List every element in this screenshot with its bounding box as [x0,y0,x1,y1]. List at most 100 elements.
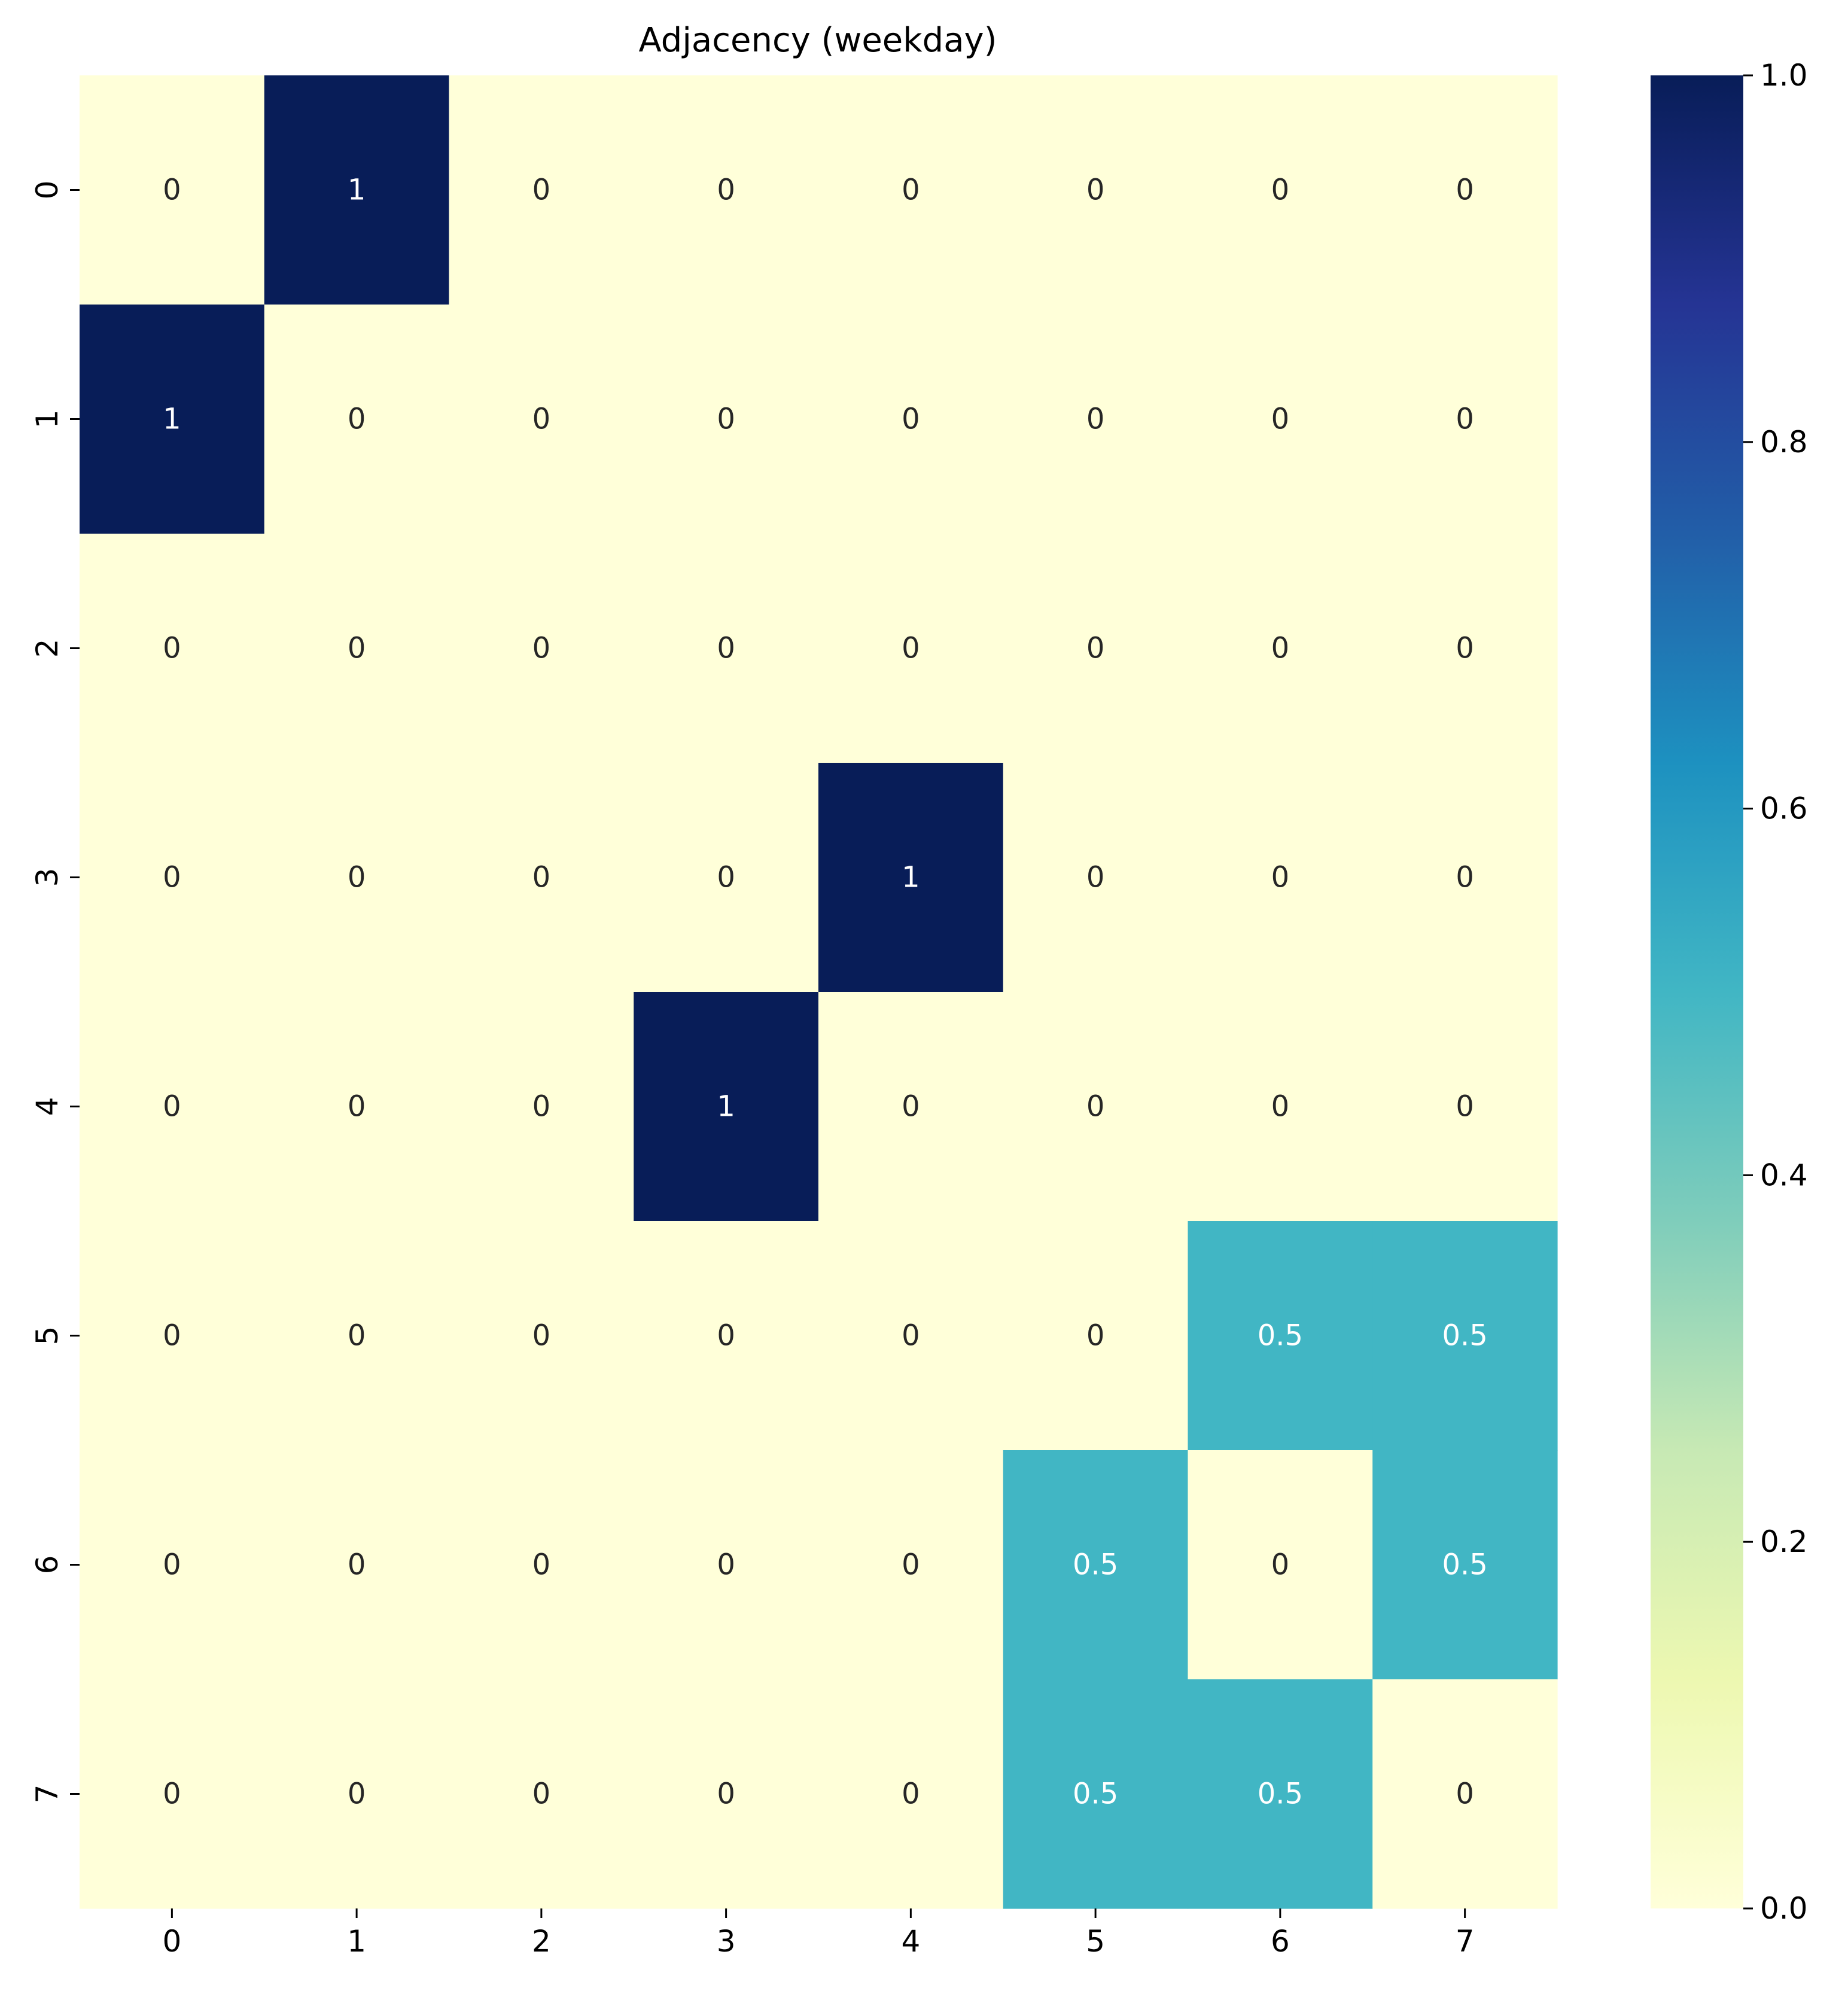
y-tick-label: 6 [30,1555,65,1575]
cell-value-label: 0 [532,173,551,207]
heatmap-cell [634,1450,819,1680]
heatmap-cell [818,763,1004,993]
cell-value-label: 0 [902,632,920,665]
y-tick-label: 7 [30,1785,65,1804]
cell-value-label: 0 [1456,632,1474,665]
x-tick-label: 7 [1456,1924,1475,1959]
cell-value-label: 1 [717,1090,735,1124]
cell-value-label: 0.5 [1073,1548,1118,1582]
heatmap-cell [818,305,1004,534]
heatmap-cell [449,1450,634,1680]
colorbar-tick-label: 0.2 [1760,1524,1808,1559]
cell-value-label: 0 [348,1777,366,1811]
x-tick-label: 1 [347,1924,366,1959]
cell-value-label: 0 [532,632,551,665]
cell-value-label: 0 [1086,1090,1105,1124]
x-tick-label: 5 [1086,1924,1105,1959]
y-tick-label: 4 [30,1097,65,1116]
heatmap-cell [1372,534,1558,763]
heatmap-cell [818,992,1004,1222]
x-tick-label: 0 [162,1924,181,1959]
heatmap-cell [449,1679,634,1909]
cell-value-label: 0 [902,1090,920,1124]
heatmap-cell [818,1679,1004,1909]
cell-value-label: 0 [1086,173,1105,207]
cell-value-label: 1 [163,403,181,436]
cell-value-label: 0 [163,1777,181,1811]
colorbar-tick-label: 1.0 [1760,58,1808,93]
cell-value-label: 0 [1086,403,1105,436]
cell-value-label: 0 [163,861,181,894]
heatmap-cell [264,1221,450,1451]
cell-value-label: 0 [1456,173,1474,207]
heatmap-cell [634,1679,819,1909]
heatmap-cell [449,1221,634,1451]
heatmap-cell [264,1679,450,1909]
x-tick-label: 2 [532,1924,551,1959]
cell-value-label: 0 [1271,173,1290,207]
colorbar-tick-label: 0.4 [1760,1158,1808,1192]
heatmap-cell [634,992,819,1222]
heatmap-cell [449,75,634,305]
cell-value-label: 0 [348,632,366,665]
cell-value-label: 0 [902,1777,920,1811]
cell-value-label: 0 [532,861,551,894]
colorbar-tick-label: 0.0 [1760,1891,1808,1926]
cell-value-label: 0 [163,632,181,665]
heatmap-cell [80,992,265,1222]
heatmap-cell [634,75,819,305]
cell-value-label: 0 [1271,1090,1290,1124]
cell-value-label: 1 [902,861,920,894]
heatmap-cell [1003,1450,1189,1680]
heatmap-cell [1188,992,1373,1222]
heatmap-cell [449,763,634,993]
cell-value-label: 0.5 [1258,1777,1303,1811]
y-tick-label: 3 [30,868,65,887]
cell-value-label: 0 [902,173,920,207]
heatmap-cell [264,75,450,305]
heatmap-cell [634,1221,819,1451]
heatmap-cell [1372,1450,1558,1680]
colorbar: 0.0 0.2 0.4 0.6 0.8 1.0 [1651,58,1808,1926]
cell-value-label: 0 [1456,403,1474,436]
cell-value-label: 0 [717,173,735,207]
cell-value-label: 0 [1086,861,1105,894]
heatmap-cell [1188,763,1373,993]
cell-value-label: 0 [1456,861,1474,894]
colorbar-gradient [1651,75,1743,1908]
heatmap-cell [818,1450,1004,1680]
colorbar-tick-label: 0.6 [1760,792,1808,826]
heatmap-cell [1372,1221,1558,1451]
heatmap-cell [264,992,450,1222]
heatmap-cell [80,1221,265,1451]
heatmap-cell [1188,305,1373,534]
heatmap-cell [264,763,450,993]
heatmap-cell [80,305,265,534]
heatmap-cell [1003,992,1189,1222]
cell-value-label: 0 [1271,861,1290,894]
heatmap-cell [80,1450,265,1680]
y-tick-label: 1 [30,410,65,429]
heatmap-cell [1003,75,1189,305]
x-tick-label: 4 [901,1924,920,1959]
heatmap-cell [1188,75,1373,305]
cell-value-label: 0 [1456,1090,1474,1124]
cell-value-label: 0 [1271,632,1290,665]
heatmap-cell [80,534,265,763]
heatmap-cell [80,75,265,305]
cell-value-label: 0 [532,1548,551,1582]
heatmap-cell [1372,305,1558,534]
y-tick-label: 5 [30,1326,65,1345]
heatmap-cell [818,1221,1004,1451]
x-tick-label: 6 [1271,1924,1290,1959]
heatmap-cell [1372,75,1558,305]
cell-value-label: 0.5 [1258,1319,1303,1353]
heatmap-cell [80,1679,265,1909]
cell-value-label: 0 [717,1777,735,1811]
cell-value-label: 0 [717,403,735,436]
heatmap-cell [1372,763,1558,993]
heatmap-cell [1003,763,1189,993]
heatmap-cell [818,75,1004,305]
y-tick-label: 2 [30,639,65,658]
